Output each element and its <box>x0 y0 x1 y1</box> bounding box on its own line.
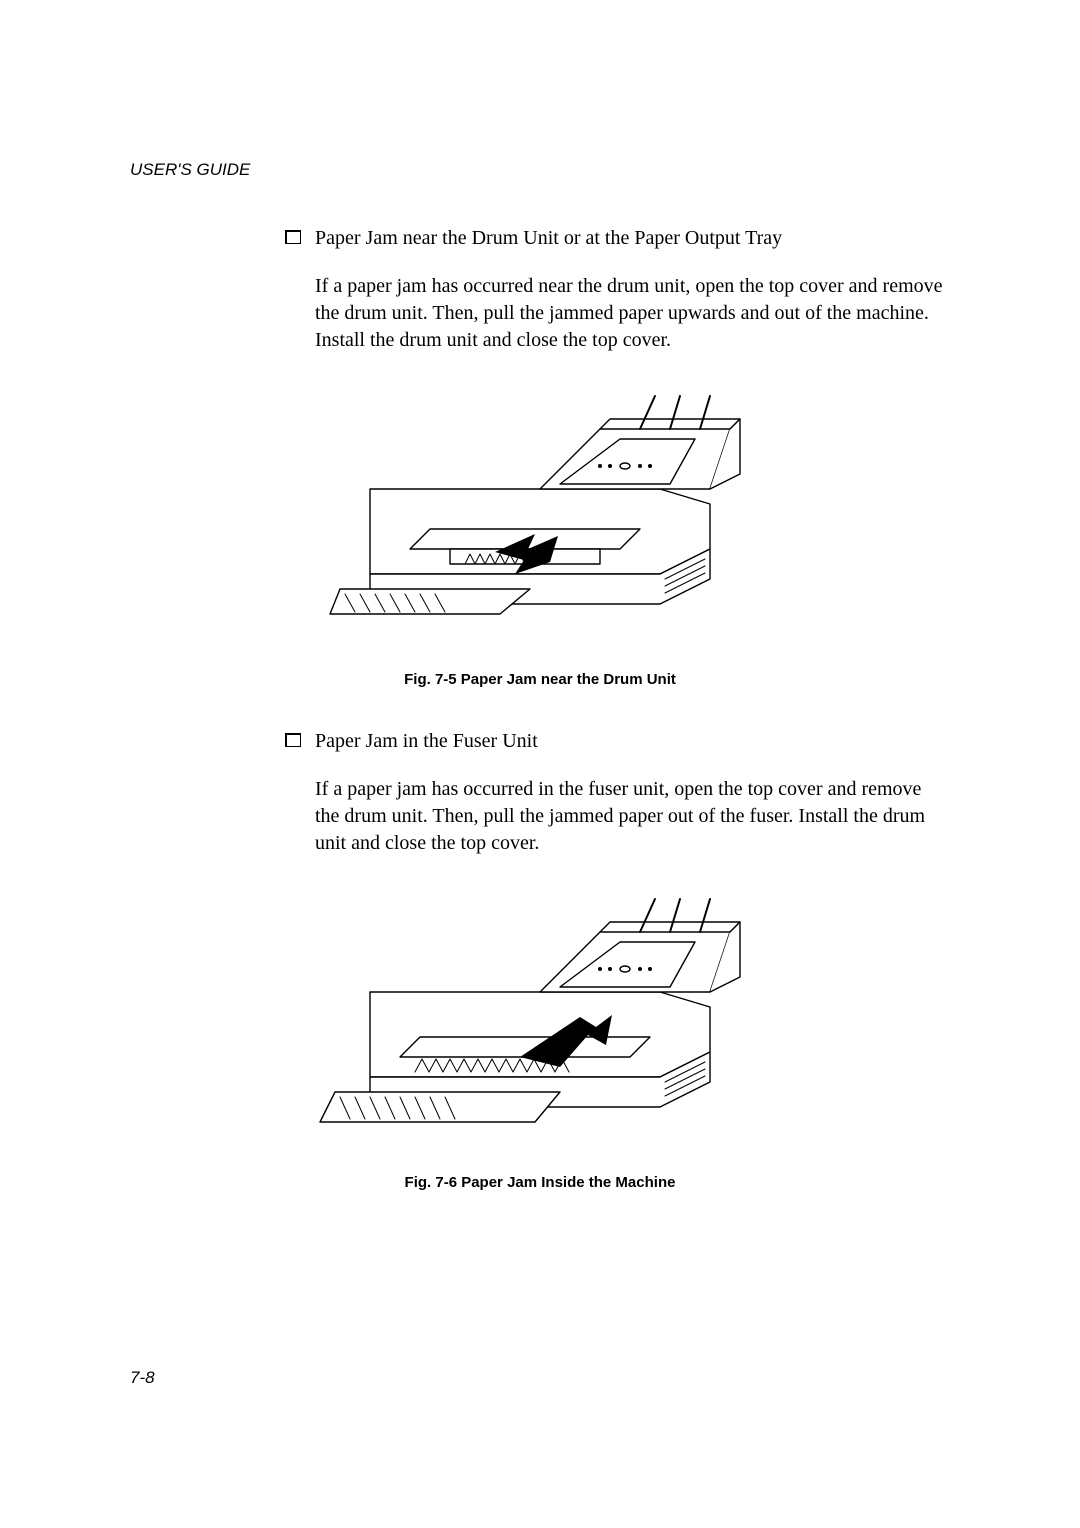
section-body: If a paper jam has occurred in the fuser… <box>315 776 950 857</box>
bullet-icon <box>285 230 301 244</box>
printer-drum-illustration <box>300 394 780 654</box>
section-title: Paper Jam near the Drum Unit or at the P… <box>315 225 782 251</box>
bullet-row: Paper Jam in the Fuser Unit <box>285 728 950 754</box>
section-fuser-unit: Paper Jam in the Fuser Unit If a paper j… <box>285 728 950 857</box>
page-number: 7-8 <box>130 1368 155 1388</box>
figure-7-6: Fig. 7-6 Paper Jam Inside the Machine <box>130 897 950 1191</box>
bullet-row: Paper Jam near the Drum Unit or at the P… <box>285 225 950 251</box>
figure-caption: Fig. 7-5 Paper Jam near the Drum Unit <box>130 671 950 688</box>
section-title: Paper Jam in the Fuser Unit <box>315 728 538 754</box>
section-body: If a paper jam has occurred near the dru… <box>315 273 950 354</box>
figure-7-5: Fig. 7-5 Paper Jam near the Drum Unit <box>130 394 950 688</box>
running-header: USER'S GUIDE <box>130 160 950 180</box>
section-drum-unit: Paper Jam near the Drum Unit or at the P… <box>285 225 950 354</box>
page-container: USER'S GUIDE Paper Jam near the Drum Uni… <box>0 0 1080 1528</box>
bullet-icon <box>285 733 301 747</box>
figure-caption: Fig. 7-6 Paper Jam Inside the Machine <box>130 1174 950 1191</box>
printer-fuser-illustration <box>300 897 780 1157</box>
